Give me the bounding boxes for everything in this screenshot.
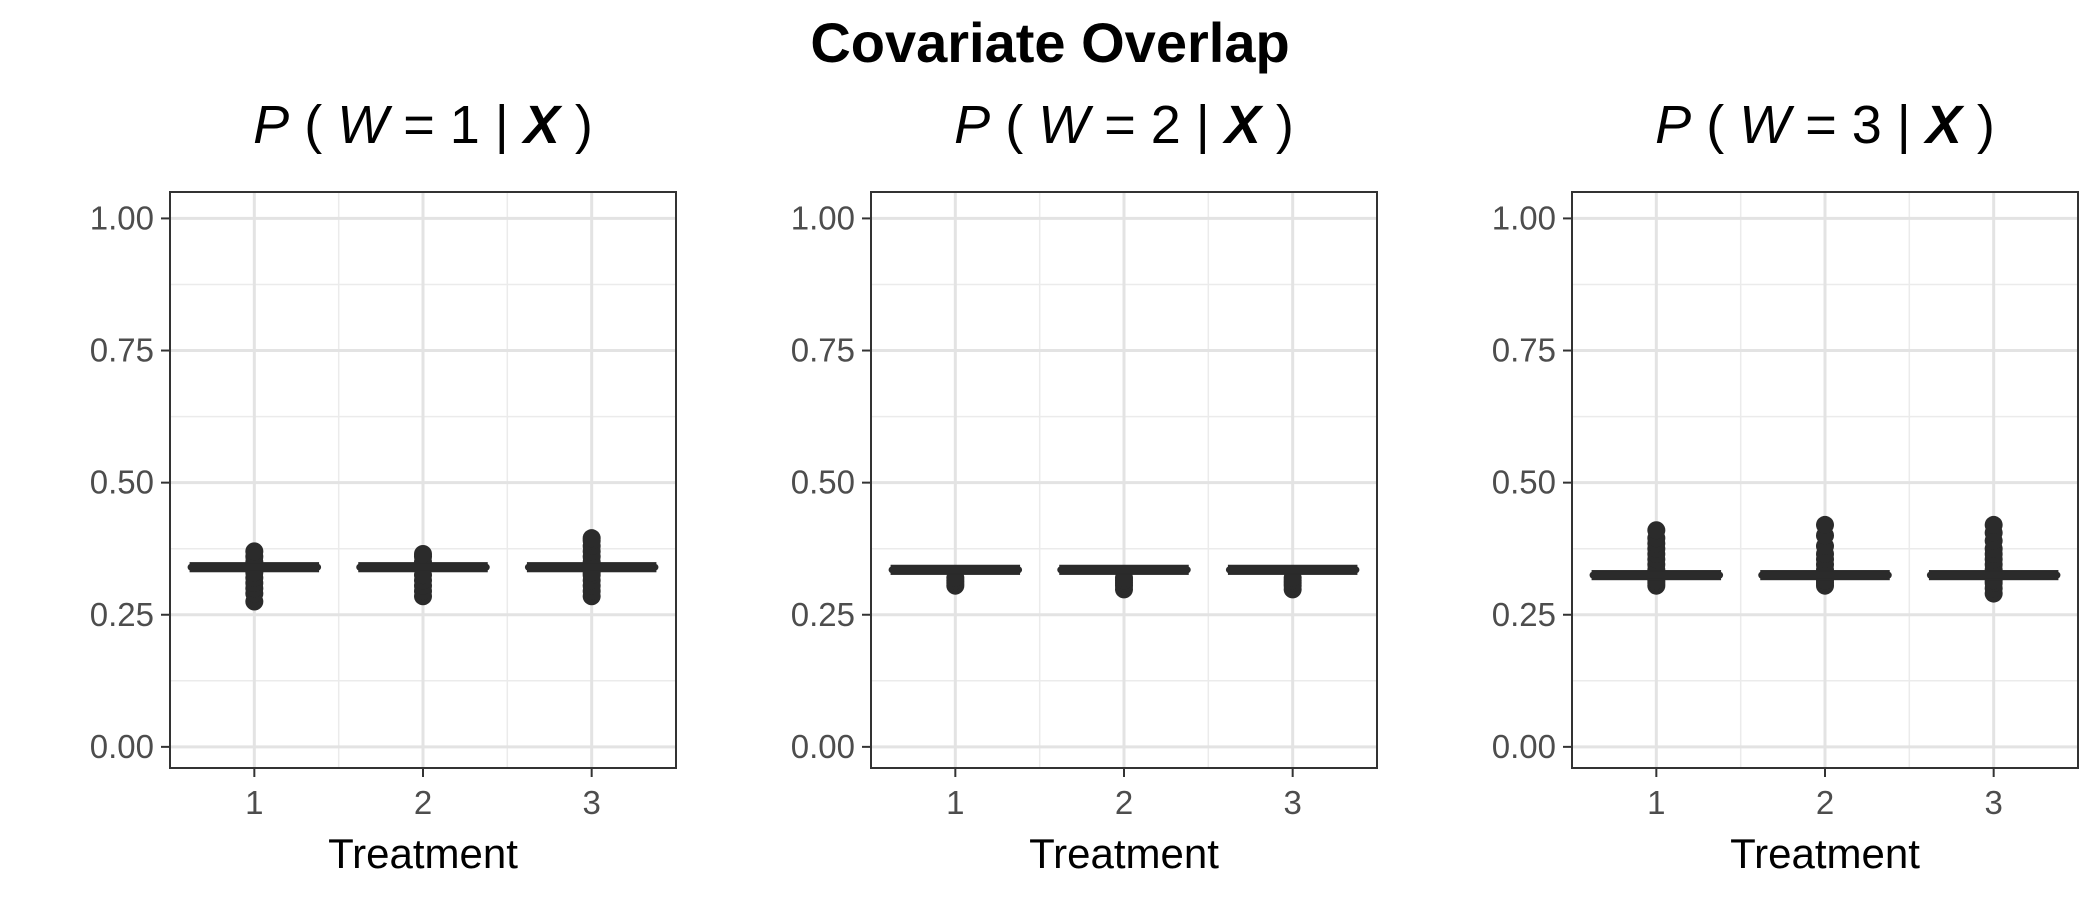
panel-title-part: = 2 |: [1089, 95, 1210, 155]
y-tick-label: 0.00: [791, 728, 855, 765]
box-category-2: [1758, 515, 1892, 595]
y-tick-label: 1.00: [791, 199, 855, 236]
x-tick-label: 2: [1115, 784, 1133, 821]
y-tick-label: 0.25: [1492, 596, 1556, 633]
panel-title-part: P: [253, 95, 289, 155]
box-category-2: [356, 544, 490, 606]
chart-main-title: Covariate Overlap: [810, 11, 1290, 74]
x-axis-title: Treatment: [1730, 830, 1920, 877]
x-tick-label: 2: [1816, 784, 1834, 821]
panel-title-part: X: [1911, 95, 1965, 155]
x-tick-label: 3: [582, 784, 600, 821]
box-category-3: [1225, 564, 1360, 599]
panel-title: P ( W = 2 | X ): [954, 95, 1294, 155]
y-tick-label: 0.75: [1492, 332, 1556, 369]
panel-title-part: = 3 |: [1790, 95, 1911, 155]
box-category-2: [1057, 564, 1191, 599]
y-tick-label: 0.75: [90, 332, 154, 369]
outlier-point: [1647, 521, 1666, 540]
y-tick-label: 0.00: [1492, 728, 1556, 765]
panel-title-part: (: [1691, 95, 1724, 155]
panel-title-part: P: [954, 95, 990, 155]
y-tick-label: 1.00: [1492, 199, 1556, 236]
x-tick-label: 1: [946, 784, 964, 821]
panel-title-part: W: [1724, 95, 1795, 155]
outlier-point: [245, 542, 264, 561]
panel-title-part: W: [1023, 95, 1094, 155]
panel-1: 0.00 0.25 0.50 0.75 1.00 1 2 3 Treatment P ( W = …: [90, 95, 677, 877]
panel-title: P ( W = 1 | X ): [253, 95, 593, 155]
y-tick-label: 0.25: [791, 596, 855, 633]
y-tick-label: 0.75: [791, 332, 855, 369]
box-category-1: [1589, 521, 1724, 595]
y-tick-label: 0.00: [90, 728, 154, 765]
panel-title-part: P: [1655, 95, 1691, 155]
box-category-3: [1926, 515, 2061, 603]
panel-title-part: ): [1261, 95, 1294, 155]
x-axis-title: Treatment: [1029, 830, 1219, 877]
y-tick-label: 0.50: [791, 464, 855, 501]
x-tick-label: 3: [1283, 784, 1301, 821]
x-tick-label: 3: [1984, 784, 2002, 821]
panel-title-part: ): [560, 95, 593, 155]
x-tick-label: 2: [414, 784, 432, 821]
panel-2: 0.00 0.25 0.50 0.75 1.00 1 2 3 Treatment P ( W = …: [791, 95, 1378, 877]
panel-title-part: ): [1962, 95, 1995, 155]
box-category-1: [187, 542, 322, 611]
y-tick-label: 0.50: [1492, 464, 1556, 501]
x-tick-label: 1: [245, 784, 263, 821]
panel-title-part: (: [990, 95, 1023, 155]
panel-title-part: X: [1210, 95, 1264, 155]
y-tick-label: 0.50: [90, 464, 154, 501]
panel-title-part: (: [289, 95, 322, 155]
outlier-point: [582, 529, 601, 548]
panel-title-part: X: [509, 95, 563, 155]
panel-3: 0.00 0.25 0.50 0.75 1.00 1 2 3 Treatment P ( W = …: [1492, 95, 2079, 877]
panel-title-part: = 1 |: [388, 95, 509, 155]
x-axis-title: Treatment: [328, 830, 518, 877]
outlier-point: [1816, 515, 1834, 534]
y-tick-label: 1.00: [90, 199, 154, 236]
outlier-point: [1984, 515, 2003, 534]
outlier-point: [414, 544, 432, 563]
box-category-1: [888, 564, 1023, 595]
panel-title-part: W: [322, 95, 393, 155]
x-tick-label: 1: [1647, 784, 1665, 821]
box-category-3: [524, 529, 659, 606]
y-tick-label: 0.25: [90, 596, 154, 633]
panel-title: P ( W = 3 | X ): [1655, 95, 1995, 155]
